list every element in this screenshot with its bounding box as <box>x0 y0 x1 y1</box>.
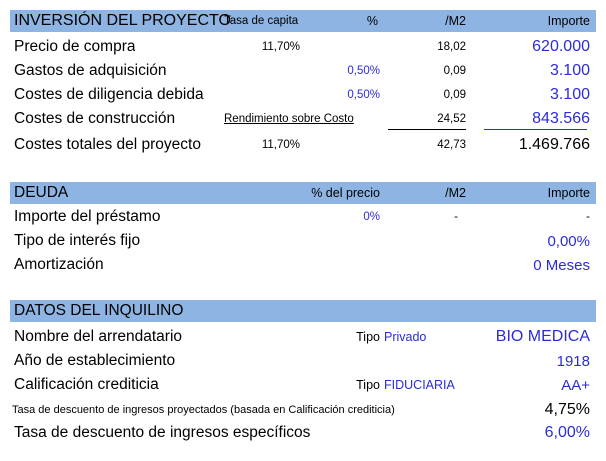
amount-cell[interactable]: 3.100 <box>549 86 590 103</box>
credit-type-cell[interactable]: FIDUCIARIA <box>384 378 455 392</box>
table-row-importe-prestamo: Importe del préstamo 0% - - <box>10 205 596 229</box>
row-label: Nombre del arrendatario <box>14 328 183 345</box>
col-header-pct: % del precio <box>311 186 380 200</box>
table-row-gastos-adquisicion: Gastos de adquisición 0,50% 0,09 3.100 <box>10 59 596 83</box>
section-header-deuda: DEUDA % del precio /M2 Importe <box>10 182 596 204</box>
table-row-precio-compra: Precio de compra 11,70% 18,02 620.000 <box>10 35 596 59</box>
amortization-cell[interactable]: 0 Meses <box>533 256 590 274</box>
specific-discount-rate-cell[interactable]: 6,00% <box>544 424 590 441</box>
section-title: INVERSIÓN DEL PROYECTO <box>14 12 231 29</box>
table-row-construccion: Costes de construcción Rendimiento sobre… <box>10 107 596 131</box>
row-label: Importe del préstamo <box>14 208 161 225</box>
m2-cell[interactable]: 0,09 <box>443 89 466 101</box>
table-row-tasa-especificos: Tasa de descuento de ingresos específico… <box>10 421 596 445</box>
pct-cell[interactable]: 0% <box>363 211 380 223</box>
amount-cell[interactable]: 3.100 <box>549 62 590 79</box>
amount-cell[interactable]: - <box>586 211 590 223</box>
yield-on-cost-link[interactable]: Rendimiento sobre Costo <box>224 113 354 125</box>
m2-cell[interactable]: 0,09 <box>443 65 466 77</box>
row-label: Gastos de adquisición <box>14 62 167 79</box>
row-label: Tasa de descuento de ingresos específico… <box>14 424 311 441</box>
col-header-pct: % <box>366 14 378 28</box>
m2-cell[interactable]: 18,02 <box>437 41 466 53</box>
row-label: Costes de construcción <box>14 110 176 127</box>
tenant-name-cell[interactable]: BIO MEDICA <box>495 328 590 345</box>
col-header-m2: /M2 <box>445 14 466 28</box>
tipo-label: Tipo <box>356 378 380 392</box>
pct-cell[interactable]: 0,50% <box>347 65 380 77</box>
subtotal-divider-amount <box>484 129 587 130</box>
table-row-amortizacion: Amortización 0 Meses <box>10 253 596 277</box>
amount-cell[interactable]: 843.566 <box>532 110 590 127</box>
tenant-type-cell[interactable]: Privado <box>384 330 427 344</box>
row-label: Tasa de descuento de ingresos proyectado… <box>12 404 395 416</box>
table-row-tipo-interes: Tipo de interés fijo 0,00% <box>10 229 596 253</box>
row-label: Calificación crediticia <box>14 376 159 393</box>
m2-cell[interactable]: 24,52 <box>437 113 466 125</box>
credit-rating-cell[interactable]: AA+ <box>561 376 590 394</box>
m2-cell[interactable]: - <box>454 211 458 223</box>
row-label: Tipo de interés fijo <box>14 232 141 249</box>
amount-cell[interactable]: 620.000 <box>532 38 590 55</box>
subtotal-divider-m2 <box>388 129 466 130</box>
interest-rate-cell[interactable]: 0,00% <box>547 232 590 250</box>
row-label: Costes de diligencia debida <box>14 86 204 103</box>
row-label: Año de establecimiento <box>14 352 176 369</box>
tipo-label: Tipo <box>356 330 380 344</box>
table-row-anio: Año de establecimiento 1918 <box>10 349 596 373</box>
table-row-arrendatario: Nombre del arrendatario Tipo Privado BIO… <box>10 325 596 349</box>
section-header-inquilino: DATOS DEL INQUILINO <box>10 300 596 322</box>
m2-cell[interactable]: 42,73 <box>437 139 466 151</box>
col-header-rate: Tasa de capita <box>224 15 299 27</box>
table-row-calificacion: Calificación crediticia Tipo FIDUCIARIA … <box>10 373 596 397</box>
cap-rate-cell[interactable]: 11,70% <box>261 41 300 53</box>
table-row-total: Costes totales del proyecto 11,70% 42,73… <box>10 133 596 157</box>
table-row-diligencia: Costes de diligencia debida 0,50% 0,09 3… <box>10 83 596 107</box>
projected-discount-rate-cell[interactable]: 4,75% <box>544 401 590 418</box>
row-label: Costes totales del proyecto <box>14 136 201 153</box>
section-header-inversion: INVERSIÓN DEL PROYECTO Tasa de capita % … <box>10 10 596 32</box>
row-label: Amortización <box>14 256 104 273</box>
section-title: DATOS DEL INQUILINO <box>14 302 184 319</box>
section-title: DEUDA <box>14 184 69 201</box>
col-header-amount: Importe <box>547 14 590 28</box>
cap-rate-cell[interactable]: 11,70% <box>261 139 300 151</box>
col-header-m2: /M2 <box>445 186 466 200</box>
pct-cell[interactable]: 0,50% <box>347 89 380 101</box>
table-row-tasa-proyectados: Tasa de descuento de ingresos proyectado… <box>10 398 596 422</box>
row-label: Precio de compra <box>14 38 136 55</box>
year-cell[interactable]: 1918 <box>556 352 590 370</box>
col-header-amount: Importe <box>547 186 590 200</box>
amount-cell[interactable]: 1.469.766 <box>518 136 590 153</box>
